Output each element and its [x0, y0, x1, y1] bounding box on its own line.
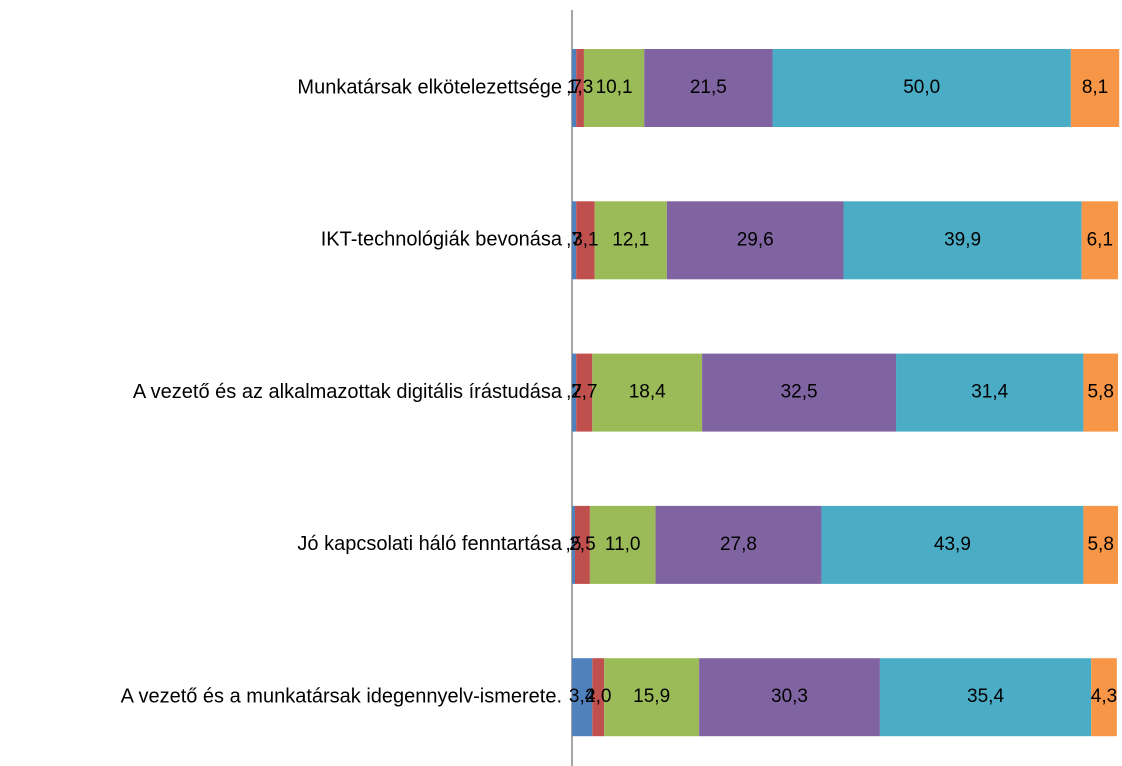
bar-segment	[589, 505, 656, 584]
bar-segment	[702, 353, 897, 432]
value-label: 15,9	[633, 686, 670, 707]
bar-segment	[699, 658, 880, 737]
bar-segment	[666, 201, 844, 280]
bar-segment	[576, 201, 595, 280]
bar-segment	[1091, 658, 1117, 737]
bar-segment	[821, 505, 1084, 584]
bar-segment	[1083, 353, 1119, 432]
bar-segment	[772, 49, 1071, 127]
category-label: A vezető és a munkatársak idegennyelv-is…	[121, 685, 562, 707]
bar-segment	[594, 201, 667, 280]
value-label: 12,1	[612, 229, 649, 250]
value-label: 3,1	[572, 229, 598, 250]
bar-segment	[655, 505, 822, 584]
bar-segment	[592, 353, 703, 432]
bar-segment	[583, 49, 645, 127]
value-label: 6,1	[1087, 229, 1113, 250]
value-label: ,7	[566, 77, 582, 98]
value-label: 11,0	[605, 534, 641, 555]
value-label: 3,4	[569, 686, 596, 707]
value-label: 5,8	[1087, 382, 1113, 403]
bar-segment	[572, 658, 593, 737]
value-label: 39,9	[944, 229, 981, 250]
value-label: 2,0	[585, 686, 611, 707]
value-label: ,5	[566, 534, 582, 555]
category-label: A vezető és az alkalmazottak digitális í…	[133, 381, 563, 403]
bar-segment	[1083, 505, 1119, 584]
value-label: 30,3	[771, 686, 808, 707]
value-label: 4,3	[1091, 686, 1117, 707]
bar-segment	[572, 353, 577, 432]
bar-segment	[576, 49, 584, 127]
bar-segment	[604, 658, 700, 737]
value-label: 27,8	[720, 534, 757, 555]
bar-segment	[1070, 49, 1120, 127]
value-label: 1,3	[567, 77, 593, 98]
value-label: 5,8	[1087, 534, 1113, 555]
value-label: 2,7	[571, 382, 597, 403]
bar-segment	[843, 201, 1082, 280]
value-label: 35,4	[967, 686, 1004, 707]
value-label: 31,4	[971, 382, 1008, 403]
value-label: 18,4	[629, 382, 666, 403]
bar-segment	[896, 353, 1084, 432]
bar-segment	[574, 505, 590, 584]
value-label: 43,9	[934, 534, 971, 555]
value-label: 10,1	[596, 77, 633, 98]
category-label: IKT-technológiák bevonása	[321, 229, 563, 251]
value-label: 21,5	[690, 77, 727, 98]
bar-segment	[572, 505, 575, 584]
value-label: 29,6	[737, 229, 774, 250]
value-label: 2,5	[569, 534, 595, 555]
value-label: 50,0	[903, 77, 940, 98]
value-label: ,7	[566, 229, 582, 250]
category-label: Munkatársak elkötelezettsége	[297, 76, 562, 98]
bar-segment	[576, 353, 593, 432]
value-label: 8,1	[1082, 77, 1108, 98]
value-label: ,7	[566, 382, 582, 403]
bar-segment	[879, 658, 1092, 737]
bar-segment	[592, 658, 605, 737]
value-label: 32,5	[781, 382, 818, 403]
bar-segment	[644, 49, 773, 127]
category-label: Jó kapcsolati háló fenntartása	[297, 533, 562, 555]
bar-segment	[572, 49, 577, 127]
bar-segment	[1081, 201, 1119, 280]
bar-segment	[572, 201, 577, 280]
